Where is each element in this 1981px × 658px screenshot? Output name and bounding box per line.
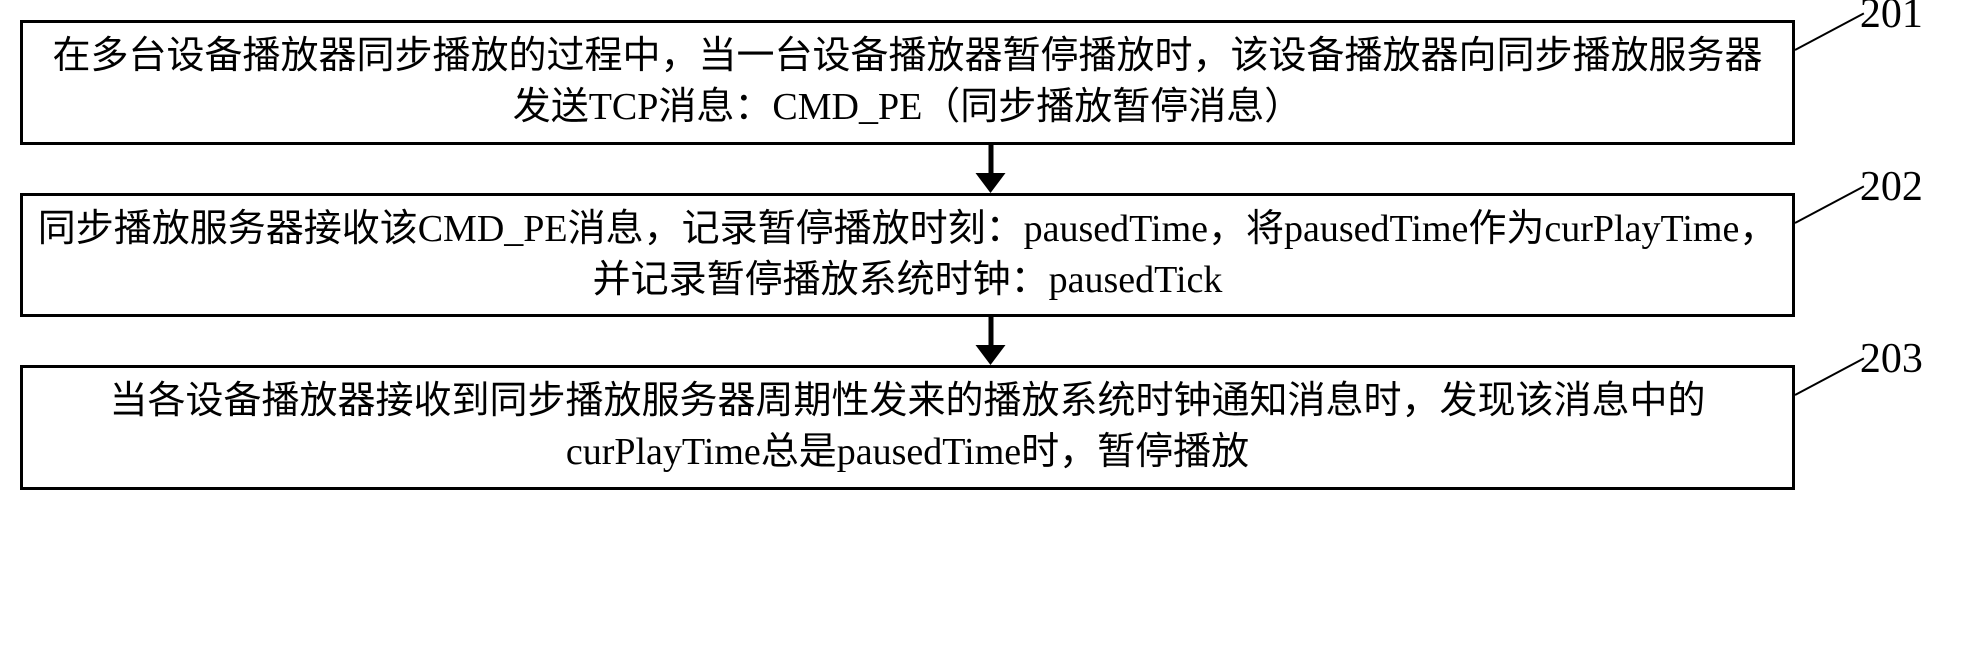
step-box: 在多台设备播放器同步播放的过程中，当一台设备播放器暂停播放时，该设备播放器向同步…: [20, 20, 1795, 145]
step-row: 当各设备播放器接收到同步播放服务器周期性发来的播放系统时钟通知消息时，发现该消息…: [20, 365, 1961, 490]
step-label: 202: [1860, 163, 1923, 211]
step-label: 203: [1860, 335, 1923, 383]
connector-arrow: [103, 145, 1878, 193]
step-box: 同步播放服务器接收该CMD_PE消息，记录暂停播放时刻：pausedTime，将…: [20, 193, 1795, 318]
step-box: 当各设备播放器接收到同步播放服务器周期性发来的播放系统时钟通知消息时，发现该消息…: [20, 365, 1795, 490]
step-row: 同步播放服务器接收该CMD_PE消息，记录暂停播放时刻：pausedTime，将…: [20, 193, 1961, 318]
leader-line: [1795, 12, 1865, 50]
step-row: 在多台设备播放器同步播放的过程中，当一台设备播放器暂停播放时，该设备播放器向同步…: [20, 20, 1961, 145]
connector-arrow: [103, 317, 1878, 365]
flowchart-container: 在多台设备播放器同步播放的过程中，当一台设备播放器暂停播放时，该设备播放器向同步…: [20, 20, 1961, 490]
step-label: 201: [1860, 0, 1923, 38]
